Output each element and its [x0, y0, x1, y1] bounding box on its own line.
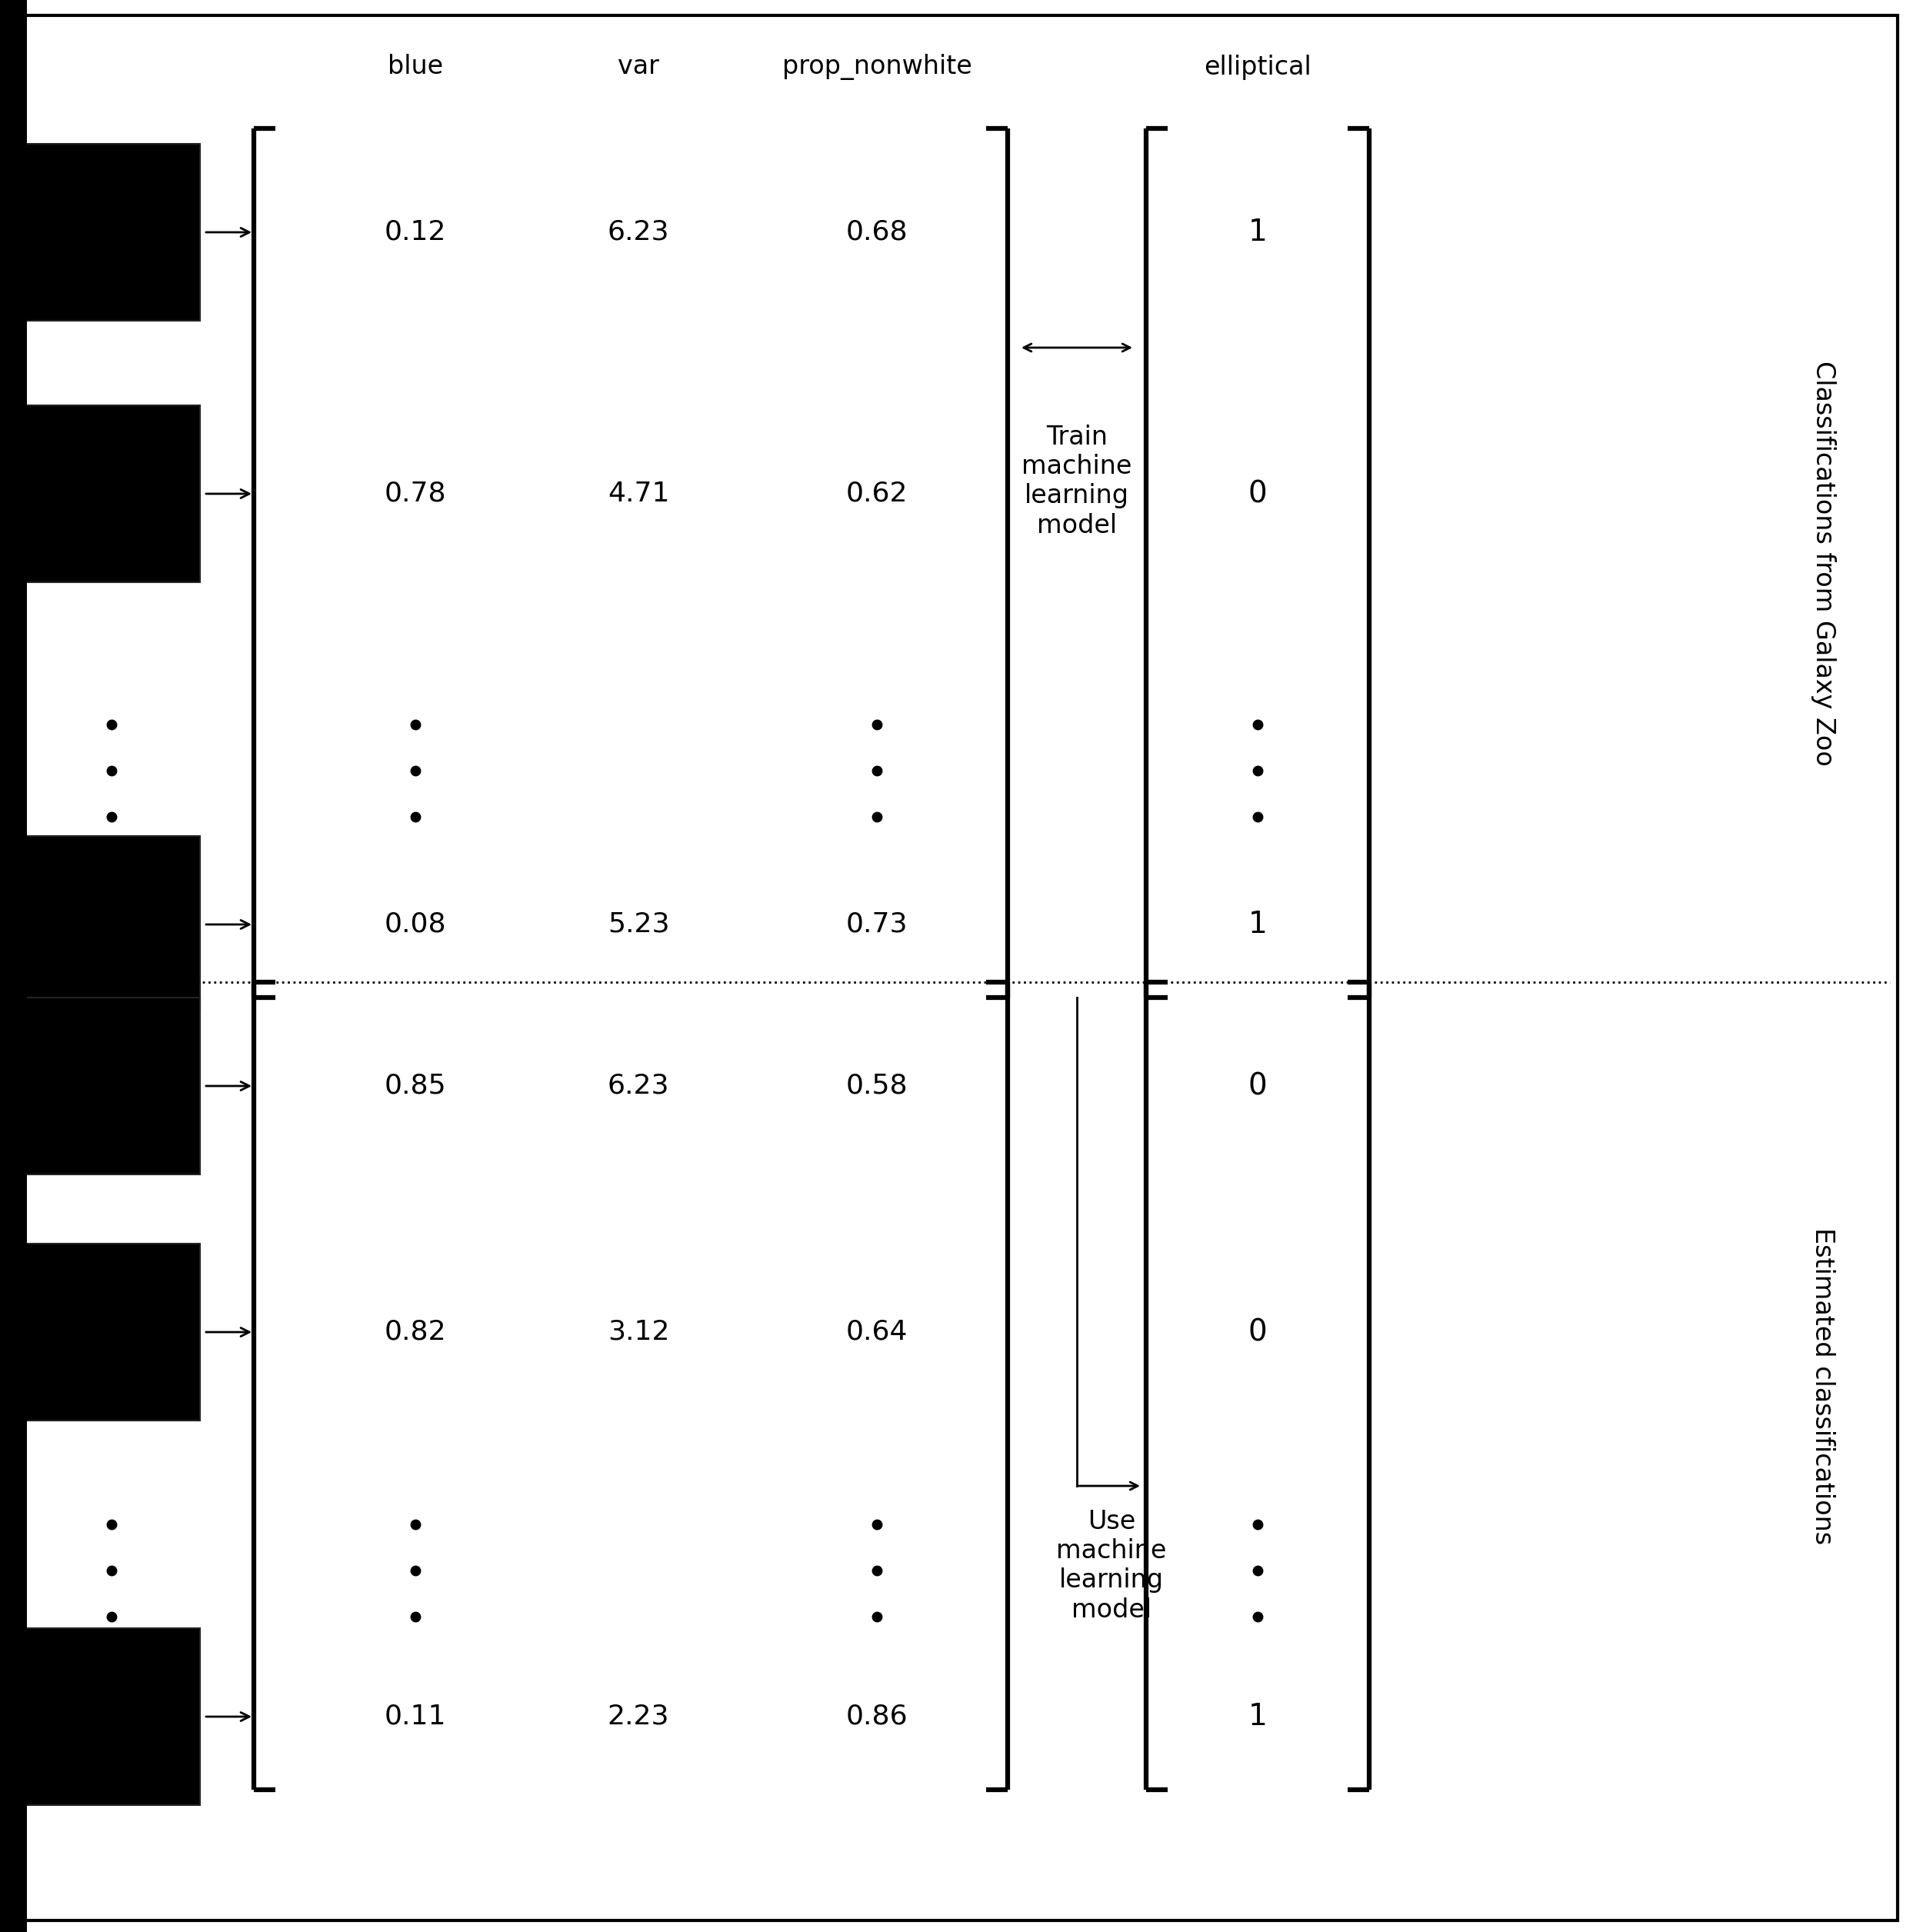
- Text: Use
machine
learning
model: Use machine learning model: [1056, 1509, 1167, 1623]
- Text: 6.23: 6.23: [608, 218, 670, 245]
- Text: 1: 1: [1247, 218, 1266, 247]
- Text: 0.82: 0.82: [385, 1320, 446, 1345]
- Text: blue: blue: [388, 54, 444, 79]
- Text: Estimated classifications: Estimated classifications: [1810, 1227, 1836, 1544]
- Text: Train
machine
learning
model: Train machine learning model: [1022, 425, 1132, 539]
- Text: 1: 1: [1247, 1702, 1266, 1731]
- Text: prop_nonwhite: prop_nonwhite: [782, 54, 972, 79]
- Text: 3.12: 3.12: [608, 1320, 670, 1345]
- Text: var: var: [618, 54, 660, 79]
- Text: 0.12: 0.12: [385, 218, 446, 245]
- Text: 0.58: 0.58: [846, 1072, 909, 1099]
- Text: 0.68: 0.68: [846, 218, 909, 245]
- Text: 0: 0: [1247, 1318, 1266, 1347]
- Bar: [23, 1244, 201, 1420]
- Bar: [23, 1629, 201, 1804]
- Text: 0.08: 0.08: [385, 912, 446, 937]
- Bar: [0, 0, 27, 1932]
- Bar: [23, 406, 201, 582]
- Text: 0.78: 0.78: [385, 481, 446, 506]
- Bar: [23, 143, 201, 321]
- Text: 0.85: 0.85: [385, 1072, 446, 1099]
- Bar: [23, 837, 201, 1012]
- Bar: [23, 997, 201, 1175]
- Text: 0.86: 0.86: [846, 1704, 909, 1729]
- Text: 0: 0: [1247, 1072, 1266, 1101]
- Text: 0.11: 0.11: [385, 1704, 446, 1729]
- Text: 0.64: 0.64: [846, 1320, 909, 1345]
- Text: 4.71: 4.71: [608, 481, 670, 506]
- Text: 5.23: 5.23: [608, 912, 670, 937]
- Text: elliptical: elliptical: [1203, 54, 1312, 79]
- Text: 6.23: 6.23: [608, 1072, 670, 1099]
- Text: Classifications from Galaxy Zoo: Classifications from Galaxy Zoo: [1810, 361, 1836, 765]
- Text: 0.62: 0.62: [846, 481, 909, 506]
- Text: 0.73: 0.73: [846, 912, 909, 937]
- Text: 1: 1: [1247, 910, 1266, 939]
- Text: 0: 0: [1247, 479, 1266, 508]
- Text: 2.23: 2.23: [608, 1704, 670, 1729]
